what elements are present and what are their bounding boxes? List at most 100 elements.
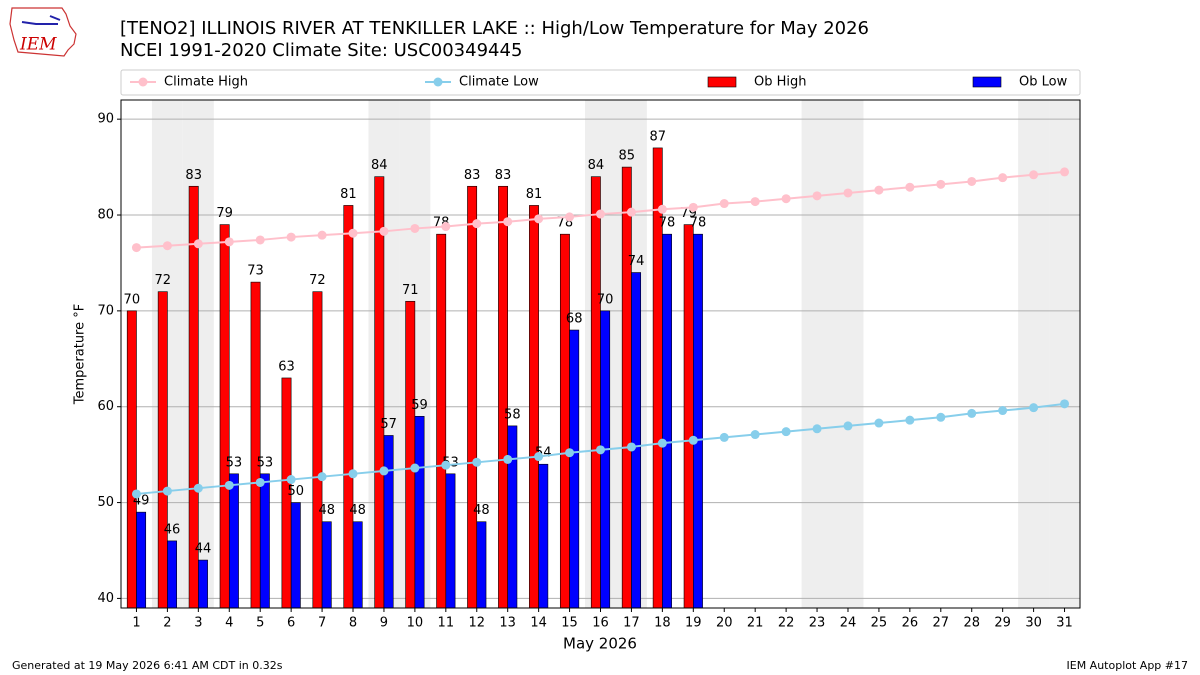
data-label: 70 bbox=[124, 292, 141, 307]
bar bbox=[529, 205, 539, 609]
data-label: 72 bbox=[154, 273, 171, 288]
weekend-shade bbox=[1018, 100, 1050, 608]
legend-label: Climate Low bbox=[459, 75, 539, 90]
point bbox=[905, 415, 915, 425]
data-label: 78 bbox=[690, 216, 707, 231]
point bbox=[348, 469, 358, 479]
data-label: 46 bbox=[164, 522, 181, 537]
x-tick-label: 30 bbox=[1025, 616, 1042, 631]
point bbox=[224, 237, 234, 247]
bar bbox=[569, 329, 580, 609]
point bbox=[967, 176, 977, 186]
legend-swatch bbox=[972, 76, 1002, 88]
data-label: 84 bbox=[588, 158, 605, 173]
point bbox=[441, 460, 451, 470]
point bbox=[719, 199, 729, 209]
point bbox=[379, 466, 389, 476]
data-label: 78 bbox=[659, 216, 676, 231]
data-label: 58 bbox=[504, 407, 521, 422]
bar bbox=[507, 425, 518, 609]
x-tick-label: 3 bbox=[194, 616, 202, 631]
y-tick-label: 80 bbox=[97, 208, 114, 223]
data-label: 73 bbox=[247, 264, 264, 279]
point bbox=[781, 427, 791, 437]
point bbox=[657, 204, 667, 214]
point bbox=[626, 207, 636, 217]
x-tick-label: 18 bbox=[654, 616, 671, 631]
point bbox=[688, 435, 698, 445]
point bbox=[472, 457, 482, 467]
weekend-shade bbox=[832, 100, 864, 608]
data-label: 84 bbox=[371, 158, 388, 173]
data-label: 72 bbox=[309, 273, 326, 288]
bar bbox=[559, 233, 570, 609]
legend-swatch bbox=[707, 76, 737, 88]
point bbox=[1060, 399, 1070, 409]
weekend-shade bbox=[801, 100, 833, 608]
x-tick-label: 22 bbox=[778, 616, 795, 631]
x-tick-label: 4 bbox=[225, 616, 233, 631]
point bbox=[565, 448, 575, 458]
point bbox=[874, 185, 884, 195]
x-tick-label: 2 bbox=[163, 616, 171, 631]
weekend-shade bbox=[1049, 100, 1080, 608]
bar bbox=[259, 473, 270, 609]
point bbox=[936, 412, 946, 422]
x-tick-label: 28 bbox=[963, 616, 980, 631]
point bbox=[286, 232, 296, 242]
point bbox=[534, 214, 544, 224]
point bbox=[317, 472, 327, 482]
x-tick-label: 29 bbox=[994, 616, 1011, 631]
bar bbox=[538, 463, 549, 609]
legend-label: Ob Low bbox=[1019, 75, 1068, 90]
bar bbox=[476, 521, 487, 609]
point bbox=[750, 430, 760, 440]
x-tick-label: 13 bbox=[499, 616, 516, 631]
logo: IEM bbox=[9, 7, 77, 57]
logo-icon bbox=[21, 15, 61, 25]
bar bbox=[198, 559, 208, 609]
bar bbox=[157, 291, 168, 609]
data-label: 57 bbox=[380, 417, 397, 432]
point bbox=[503, 217, 513, 227]
data-label: 79 bbox=[216, 206, 233, 221]
point bbox=[843, 188, 853, 198]
x-axis-label: May 2026 bbox=[563, 635, 637, 653]
x-tick-label: 7 bbox=[318, 616, 326, 631]
point bbox=[255, 477, 265, 487]
point bbox=[1060, 167, 1070, 177]
point bbox=[286, 475, 296, 485]
x-tick-label: 17 bbox=[623, 616, 640, 631]
x-tick-label: 16 bbox=[592, 616, 609, 631]
x-tick-label: 12 bbox=[468, 616, 485, 631]
logo-outline bbox=[9, 7, 77, 57]
bar bbox=[683, 224, 694, 609]
point bbox=[936, 179, 946, 189]
data-label: 68 bbox=[566, 312, 583, 327]
x-tick-label: 8 bbox=[349, 616, 357, 631]
point bbox=[750, 197, 760, 207]
data-label: 83 bbox=[464, 168, 481, 183]
point bbox=[998, 173, 1008, 183]
y-tick-label: 60 bbox=[97, 399, 114, 414]
x-tick-label: 25 bbox=[871, 616, 888, 631]
x-tick-label: 10 bbox=[407, 616, 424, 631]
point bbox=[162, 486, 172, 496]
point bbox=[348, 228, 358, 238]
data-label: 81 bbox=[340, 187, 357, 202]
point bbox=[812, 424, 822, 434]
bar bbox=[662, 233, 672, 609]
logo-text: IEM bbox=[19, 35, 57, 55]
bar bbox=[631, 272, 642, 609]
footer-right: IEM Autoplot App #17 bbox=[1067, 659, 1189, 672]
y-tick-label: 40 bbox=[97, 591, 114, 606]
point bbox=[193, 239, 203, 249]
data-label: 87 bbox=[649, 129, 666, 144]
data-label: 50 bbox=[288, 484, 305, 499]
point bbox=[162, 241, 172, 251]
y-tick-label: 90 bbox=[97, 112, 114, 127]
bar bbox=[352, 521, 363, 609]
data-label: 53 bbox=[257, 455, 274, 470]
point bbox=[565, 212, 575, 222]
data-label: 48 bbox=[473, 503, 490, 518]
